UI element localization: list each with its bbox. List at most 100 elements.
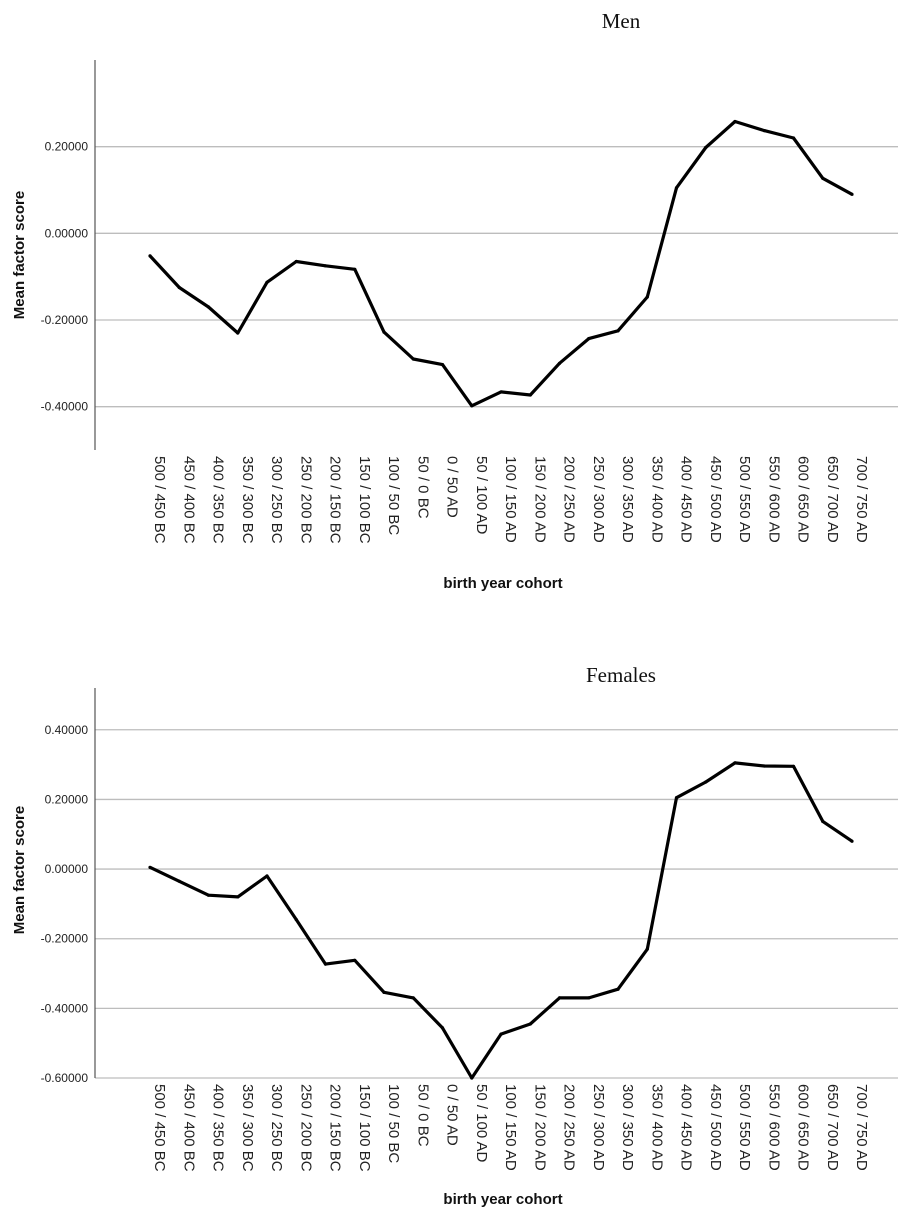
men-data-point (762, 129, 766, 133)
men-gridlines (95, 146, 898, 408)
men-data-point (587, 337, 591, 341)
men-y-ticks: 0.20000 0.00000 -0.20000 -0.40000 (41, 140, 89, 414)
men-chart: Men 0.20000 0.00000 -0.20000 -0.40000 500 /… (11, 9, 898, 592)
females-data-point (704, 780, 708, 784)
men-x-tick-label: 100 / 150 AD (502, 456, 519, 543)
men-x-tick-label: 550 / 600 AD (765, 456, 782, 543)
men-x-axis-label: birth year cohort (443, 575, 562, 592)
men-data-point (206, 305, 211, 309)
men-series-line-group (148, 119, 854, 408)
females-data-point (177, 879, 181, 883)
men-x-tick-label: 150 / 200 AD (531, 456, 548, 543)
men-data-point (645, 295, 649, 299)
men-data-point (733, 119, 737, 124)
females-data-point (206, 893, 211, 897)
females-data-point (587, 996, 591, 1000)
men-y-tick-label: 0.00000 (45, 226, 89, 240)
men-x-tick-label: 450 / 400 BC (180, 456, 197, 544)
females-x-tick-label: 500 / 550 AD (736, 1084, 753, 1171)
men-x-tick-label: 400 / 450 AD (678, 456, 695, 543)
men-y-tick-label: -0.40000 (41, 400, 89, 414)
females-x-tick-label: 0 / 50 AD (444, 1084, 461, 1146)
females-data-point (353, 958, 357, 962)
females-y-tick-label: 0.20000 (45, 792, 89, 806)
females-data-point (440, 1026, 445, 1030)
females-data-point (557, 996, 562, 1000)
females-x-tick-label: 300 / 250 BC (268, 1084, 285, 1172)
females-x-tick-label: 200 / 250 AD (561, 1084, 578, 1171)
females-data-point (236, 895, 240, 899)
females-data-point (850, 839, 854, 843)
females-x-tick-label: 100 / 150 AD (502, 1084, 519, 1171)
females-data-point (323, 962, 328, 966)
men-data-point (704, 145, 708, 150)
females-x-tick-label: 400 / 350 BC (210, 1084, 227, 1172)
females-data-point (382, 990, 386, 994)
men-y-axis-label: Mean factor score (11, 191, 28, 319)
females-x-tick-label: 450 / 500 AD (707, 1084, 724, 1171)
females-data-point (148, 865, 152, 869)
men-x-tick-label: 0 / 50 AD (444, 456, 461, 518)
men-x-tick-label: 50 / 100 AD (473, 456, 490, 535)
men-data-point (411, 357, 415, 361)
men-x-tick-label: 200 / 250 AD (561, 456, 578, 543)
females-x-tick-label: 700 / 750 AD (853, 1084, 870, 1171)
men-data-point (440, 363, 445, 367)
men-data-point (294, 259, 298, 264)
females-data-point (528, 1022, 532, 1026)
men-data-point (265, 280, 269, 284)
men-data-point (821, 176, 825, 180)
females-chart-svg: Females 0.40000 0.20000 0.00000 -0.20000 -0.… (11, 663, 898, 1208)
females-x-tick-label: 550 / 600 AD (765, 1084, 782, 1171)
females-y-tick-label: -0.20000 (41, 932, 89, 946)
females-x-tick-label: 300 / 350 AD (619, 1084, 636, 1171)
men-x-tick-label: 450 / 500 AD (707, 456, 724, 543)
females-data-point (733, 761, 737, 765)
females-data-point (674, 796, 679, 800)
men-data-point (177, 285, 181, 290)
females-x-tick-label: 500 / 450 BC (151, 1084, 168, 1172)
females-data-point (411, 996, 415, 1000)
females-x-tick-label: 250 / 200 BC (297, 1084, 314, 1172)
men-y-tick-label: -0.20000 (41, 313, 89, 327)
females-y-tick-label: -0.40000 (41, 1001, 89, 1015)
females-chart-title: Females (586, 663, 656, 687)
men-series-line (148, 119, 853, 408)
females-x-tick-label: 350 / 400 AD (648, 1084, 665, 1171)
females-y-tick-label: 0.40000 (45, 723, 89, 737)
females-x-tick-label: 200 / 150 BC (327, 1084, 344, 1172)
females-data-point (645, 947, 649, 951)
females-y-tick-label: 0.00000 (45, 862, 89, 876)
men-x-tick-label: 600 / 650 AD (795, 456, 812, 543)
females-x-tick-label: 50 / 100 AD (473, 1084, 490, 1163)
men-data-point (148, 254, 152, 258)
females-gridlines (95, 729, 898, 1079)
females-data-point (470, 1076, 474, 1080)
men-x-tick-label: 400 / 350 BC (210, 456, 227, 544)
females-data-point (294, 917, 298, 922)
females-x-axis-label: birth year cohort (443, 1191, 562, 1208)
females-data-point (499, 1032, 503, 1036)
men-x-tick-label: 50 / 0 BC (414, 456, 431, 519)
females-series-line-group (148, 761, 854, 1080)
men-x-tick-label: 350 / 400 AD (648, 456, 665, 543)
females-x-tick-label: 100 / 50 BC (385, 1084, 402, 1163)
men-data-point (557, 361, 562, 365)
men-x-tick-label: 200 / 150 BC (327, 456, 344, 544)
men-chart-svg: Men 0.20000 0.00000 -0.20000 -0.40000 500 /… (11, 9, 898, 592)
men-x-tick-label: 650 / 700 AD (824, 456, 841, 543)
men-x-tick-label: 150 / 100 BC (356, 456, 373, 544)
men-data-point (850, 192, 854, 196)
men-data-point (470, 404, 474, 408)
men-x-ticks: 500 / 450 BC 450 / 400 BC 400 / 350 BC 350 … (151, 456, 870, 544)
men-data-point (528, 393, 532, 397)
men-x-tick-label: 700 / 750 AD (853, 456, 870, 543)
men-x-tick-label: 250 / 300 AD (590, 456, 607, 543)
men-x-tick-label: 250 / 200 BC (297, 456, 314, 544)
men-data-point (323, 264, 328, 268)
men-x-tick-label: 500 / 450 BC (151, 456, 168, 544)
men-data-point (674, 186, 679, 190)
females-y-tick-label: -0.60000 (41, 1071, 89, 1085)
men-data-point (791, 136, 796, 140)
men-data-point (499, 390, 503, 394)
